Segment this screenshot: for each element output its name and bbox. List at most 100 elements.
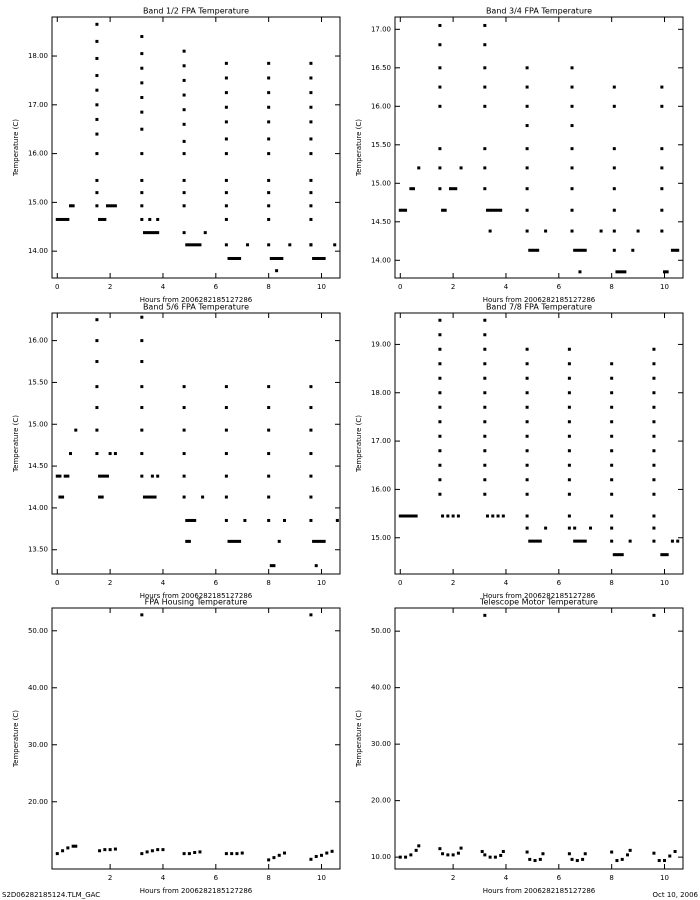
data-point [525, 376, 529, 380]
plot-frame [394, 312, 684, 575]
data-point [610, 391, 614, 395]
data-point [525, 104, 529, 108]
data-point [660, 229, 664, 233]
data-point [573, 526, 577, 530]
y-axis-label: Temperature (C) [355, 415, 363, 473]
data-point [267, 474, 271, 478]
data-point [499, 208, 503, 212]
data-point [61, 849, 65, 853]
data-point [224, 178, 228, 182]
data-point [525, 208, 529, 212]
data-point [610, 362, 614, 366]
data-point [269, 564, 273, 568]
data-point [612, 166, 616, 170]
data-point [483, 853, 487, 857]
data-point [525, 147, 529, 151]
data-point [182, 428, 186, 432]
data-point [573, 248, 577, 252]
data-point [277, 256, 281, 260]
data-point [610, 405, 614, 409]
data-point [108, 204, 112, 208]
x-tick-label: 10 [660, 579, 669, 587]
data-point [610, 514, 614, 518]
data-point [58, 474, 62, 478]
x-axis-label: Hours from 2006282185127286 [140, 887, 253, 895]
data-point [267, 152, 271, 156]
chart-title: Band 3/4 FPA Temperature [486, 7, 592, 16]
data-point [438, 166, 442, 170]
data-point [111, 204, 115, 208]
data-point [235, 539, 239, 543]
x-tick-label: 2 [451, 283, 455, 291]
x-tick-label: 10 [317, 874, 326, 882]
data-point [676, 248, 680, 252]
data-point [620, 857, 624, 861]
x-axis-label: Hours from 2006282185127286 [483, 592, 596, 600]
data-point [309, 105, 313, 109]
data-point [483, 420, 487, 424]
data-point [485, 514, 489, 518]
data-point [496, 208, 500, 212]
data-point [525, 478, 529, 482]
data-point [525, 347, 529, 351]
panel: Band 3/4 FPA Temperature Hours from 20062… [355, 7, 684, 304]
data-point [148, 495, 152, 499]
data-point [182, 178, 186, 182]
data-point [610, 420, 614, 424]
data-point [330, 849, 334, 853]
data-point [525, 526, 529, 530]
data-point [182, 204, 186, 208]
data-point [140, 428, 144, 432]
data-point [66, 217, 70, 221]
data-point [185, 243, 189, 247]
data-point [309, 217, 313, 221]
y-tick-label: 18.00 [371, 389, 391, 397]
x-tick-label: 2 [451, 579, 455, 587]
data-point [272, 564, 276, 568]
y-tick-label: 15.50 [28, 378, 48, 386]
data-point [161, 848, 165, 852]
data-point [567, 391, 571, 395]
data-point [599, 229, 603, 233]
data-point [623, 270, 627, 274]
data-point [488, 229, 492, 233]
data-point [660, 208, 664, 212]
data-point [636, 229, 640, 233]
data-point [483, 434, 487, 438]
data-point [224, 852, 228, 856]
data-point [438, 43, 442, 47]
data-point [182, 406, 186, 410]
data-point [483, 85, 487, 89]
data-point [401, 514, 405, 518]
data-point [148, 231, 152, 235]
data-point [95, 339, 99, 343]
data-point [156, 231, 160, 235]
data-point [193, 243, 197, 247]
data-point [610, 434, 614, 438]
x-tick-label: 4 [161, 874, 166, 882]
data-point [528, 539, 532, 543]
data-point [533, 248, 537, 252]
y-tick-label: 15.00 [28, 198, 48, 206]
data-point [95, 406, 99, 410]
data-point [277, 539, 281, 543]
x-tick-label: 0 [398, 579, 402, 587]
data-point [224, 61, 228, 65]
data-point [443, 208, 447, 212]
data-point [438, 391, 442, 395]
y-tick-label: 14.00 [28, 504, 48, 512]
data-point [275, 269, 279, 273]
data-point [61, 217, 65, 221]
data-point [525, 124, 529, 128]
data-point [438, 405, 442, 409]
data-point [618, 270, 622, 274]
data-point [140, 35, 144, 39]
data-point [570, 147, 574, 151]
data-point [182, 474, 186, 478]
data-point [187, 243, 191, 247]
data-point [68, 452, 72, 456]
data-point [312, 256, 316, 260]
data-point [483, 376, 487, 380]
data-point [103, 217, 107, 221]
data-point [153, 495, 157, 499]
